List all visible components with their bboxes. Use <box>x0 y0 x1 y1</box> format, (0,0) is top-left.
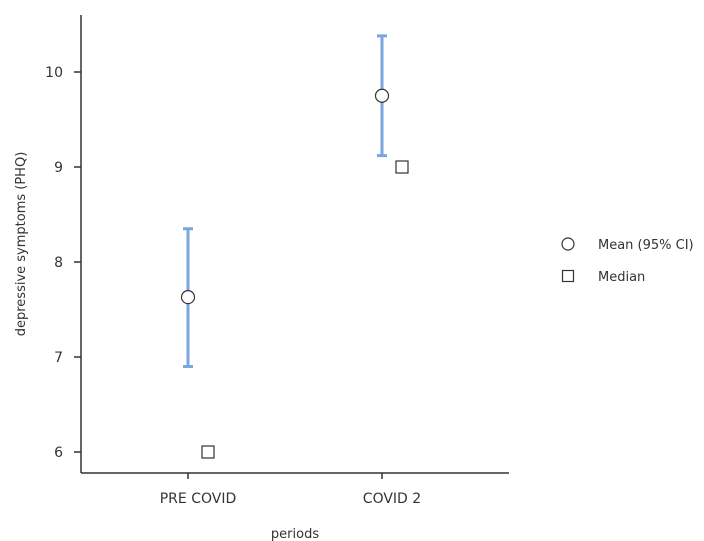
x-axis-title: periods <box>271 527 319 541</box>
y-ticks: 6 7 8 9 10 <box>45 65 81 461</box>
legend-square-icon <box>561 269 575 283</box>
y-tick-label: 6 <box>54 445 63 461</box>
y-tick-label: 7 <box>54 350 63 366</box>
axes <box>80 15 509 474</box>
y-tick-label: 10 <box>45 65 63 81</box>
legend-label: Median <box>598 270 645 285</box>
markers <box>180 88 409 459</box>
x-tick-label: COVID 2 <box>363 491 421 507</box>
mean-point <box>374 88 390 103</box>
legend-label: Mean (95% CI) <box>598 238 694 253</box>
errorbars <box>183 34 387 368</box>
median-point <box>395 160 409 174</box>
mean-point <box>180 290 196 305</box>
x-tick-label: PRE COVID <box>160 491 237 507</box>
y-axis-title: depressive symptoms (PHQ) <box>14 152 29 337</box>
median-point <box>201 445 215 459</box>
legend: Mean (95% CI) Median <box>561 237 694 285</box>
y-tick-label: 9 <box>54 160 63 176</box>
legend-circle-icon <box>561 237 575 251</box>
y-tick-label: 8 <box>54 255 63 271</box>
x-ticks: PRE COVID COVID 2 <box>160 473 421 507</box>
